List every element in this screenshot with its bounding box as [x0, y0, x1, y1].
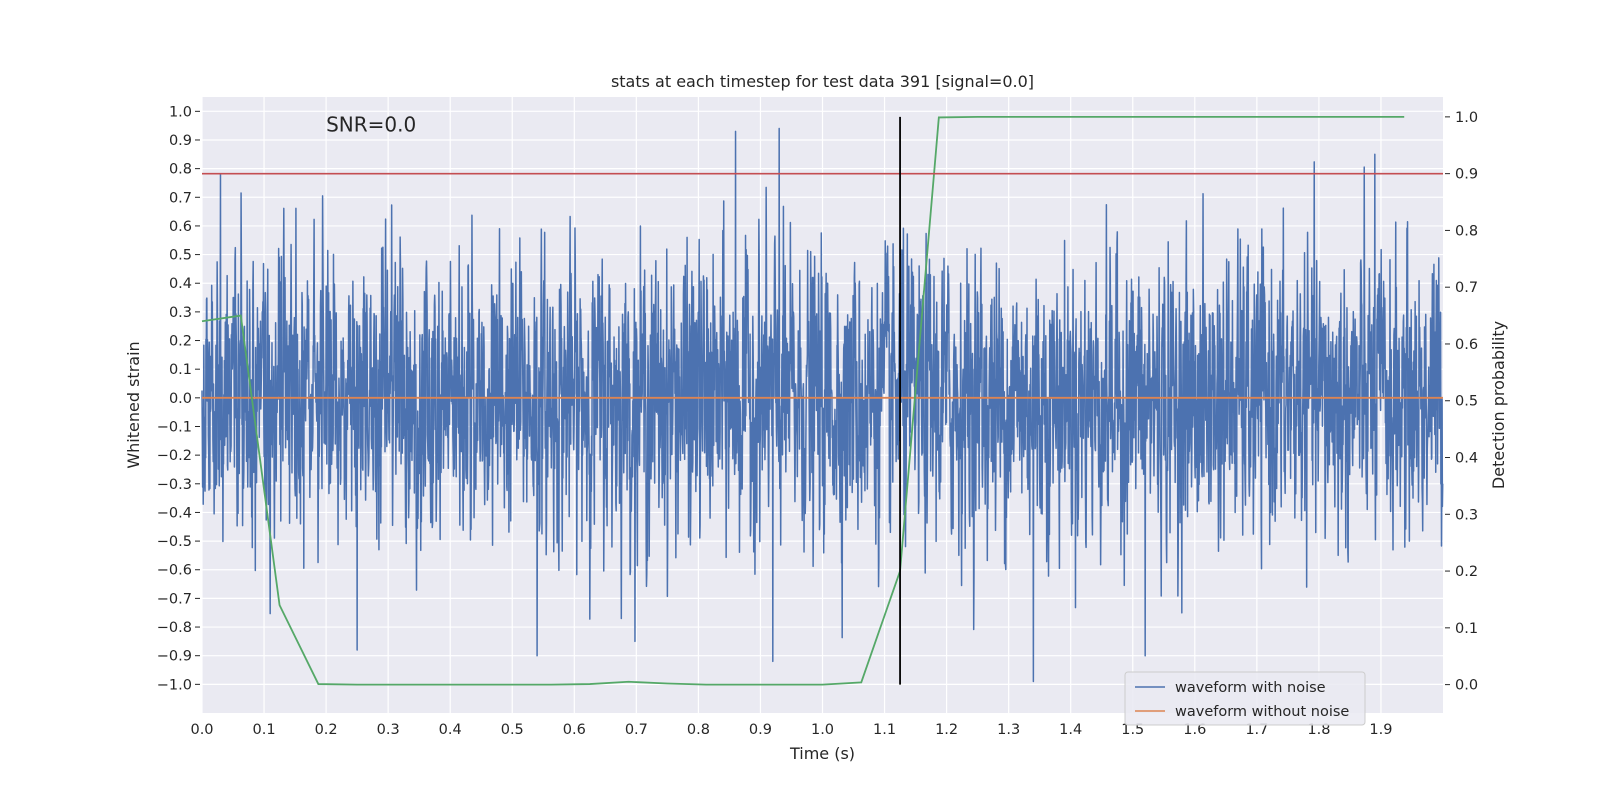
y2-tick-label: 0.1	[1455, 621, 1478, 637]
y2-tick-label: 1.0	[1455, 110, 1478, 126]
x-tick-label: 1.0	[811, 722, 834, 738]
y-tick-label: 0.9	[169, 133, 192, 149]
y-tick-label: 1.0	[169, 104, 192, 120]
chart-title: stats at each timestep for test data 391…	[611, 72, 1034, 91]
x-tick-label: 1.8	[1307, 722, 1330, 738]
x-axis-label: Time (s)	[789, 744, 855, 763]
y-tick-label: 0.0	[169, 391, 192, 407]
x-tick-label: 0.7	[625, 722, 648, 738]
y2-axis-label: Detection probability	[1489, 321, 1508, 489]
y-tick-label: −0.5	[157, 534, 192, 550]
y-tick-label: 0.1	[169, 362, 192, 378]
y2-tick-label: 0.5	[1455, 394, 1478, 410]
y-tick-label: −1.0	[157, 677, 192, 693]
y2-tick-labels: 1.0 0.9 0.8 0.7 0.6 0.5 0.4 0.3 0.2 0.1 0.0	[1445, 110, 1478, 694]
series-line-detection-probability	[201, 115, 1405, 686]
x-tick-label: 0.8	[687, 722, 710, 738]
legend-entry-waveform-with-noise: waveform with noise	[1175, 680, 1326, 696]
y-tick-label: −0.3	[157, 477, 192, 493]
x-tick-label: 0.6	[563, 722, 586, 738]
y2-tick-label: 0.6	[1455, 337, 1478, 353]
x-tick-label: 0.1	[253, 722, 276, 738]
y-tick-label: −0.7	[157, 591, 192, 607]
y2-tick-label: 0.4	[1455, 451, 1478, 467]
y2-tick-label: 0.7	[1455, 280, 1478, 296]
y-tick-labels: 1.0 0.9 0.8 0.7 0.6 0.5 0.4 0.3 0.2 0.1 0.0 −0.1 −0.…	[157, 104, 200, 693]
y-tick-label: −0.9	[157, 649, 192, 665]
x-tick-label: 1.6	[1183, 722, 1206, 738]
y-tick-label: −0.4	[157, 505, 192, 521]
x-tick-label: 1.3	[997, 722, 1020, 738]
y-tick-label: 0.4	[169, 276, 192, 292]
y2-tick-label: 0.2	[1455, 564, 1478, 580]
y2-tick-label: 0.8	[1455, 223, 1478, 239]
x-tick-label: 0.0	[190, 722, 213, 738]
series-line-waveform-with-noise	[201, 127, 1444, 683]
snr-annotation: SNR=0.0	[326, 112, 416, 136]
legend-box	[1124, 671, 1366, 726]
y-tick-label: 0.5	[169, 248, 192, 264]
y-tick-label: 0.8	[169, 162, 192, 178]
legend-entry-waveform-without-noise: waveform without noise	[1175, 704, 1349, 720]
x-tick-label: 0.3	[377, 722, 400, 738]
x-tick-label: 1.1	[873, 722, 896, 738]
y2-tick-label: 0.0	[1455, 678, 1478, 694]
x-tick-label: 0.2	[315, 722, 338, 738]
x-tick-label: 1.2	[935, 722, 958, 738]
y-tick-label: −0.6	[157, 563, 192, 579]
y-tick-label: −0.1	[157, 419, 192, 435]
x-tick-label: 0.5	[501, 722, 524, 738]
series-lines	[201, 115, 1444, 686]
y-tick-label: 0.7	[169, 190, 192, 206]
legend: waveform with noise waveform without noi…	[1124, 671, 1366, 726]
y-tick-label: −0.8	[157, 620, 192, 636]
x-tick-label: 0.9	[749, 722, 772, 738]
x-tick-label: 1.4	[1059, 722, 1082, 738]
y2-tick-label: 0.9	[1455, 167, 1478, 183]
y-tick-label: −0.2	[157, 448, 192, 464]
x-tick-label: 1.7	[1245, 722, 1268, 738]
y-tick-label: 0.6	[169, 219, 192, 235]
y-axis-label: Whitened strain	[124, 341, 143, 468]
x-tick-label: 1.5	[1121, 722, 1144, 738]
x-tick-label: 1.9	[1369, 722, 1392, 738]
y2-tick-label: 0.3	[1455, 507, 1478, 523]
y-tick-label: 0.3	[169, 305, 192, 321]
y-tick-label: 0.2	[169, 334, 192, 350]
x-tick-labels: 0.0 0.1 0.2 0.3 0.4 0.5 0.6 0.7 0.8 0.9 1.0 1.1 1.2 1…	[190, 722, 1392, 738]
x-tick-label: 0.4	[439, 722, 462, 738]
